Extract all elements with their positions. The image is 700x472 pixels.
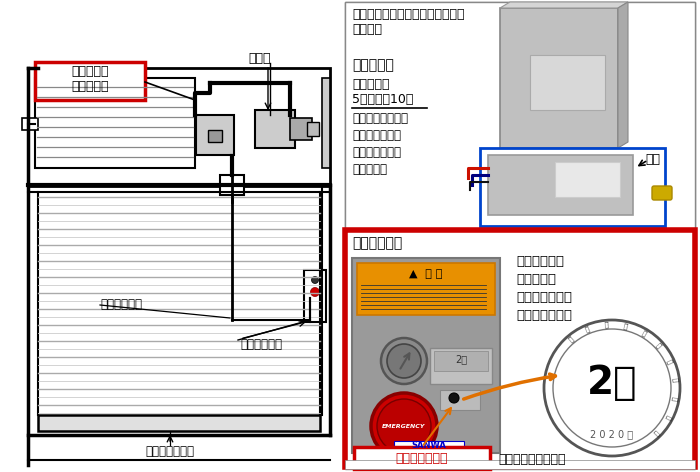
Bar	[500, 8, 618, 148]
Bar	[220, 175, 244, 195]
Bar	[354, 447, 490, 469]
Bar	[255, 110, 295, 148]
Bar	[430, 348, 492, 384]
Circle shape	[387, 344, 421, 378]
Bar	[352, 258, 500, 453]
Bar	[322, 78, 330, 168]
Bar	[480, 148, 665, 226]
Bar	[345, 460, 695, 469]
Text: 期: 期	[664, 414, 672, 421]
Polygon shape	[500, 2, 628, 8]
Bar	[290, 118, 312, 140]
Circle shape	[544, 320, 680, 456]
Text: 危害防止用
連動中継器: 危害防止用 連動中継器	[71, 65, 108, 93]
Bar	[345, 2, 695, 230]
Bar	[530, 55, 605, 110]
Text: ▲  警 告: ▲ 警 告	[410, 269, 442, 279]
Text: 制御盤（危害防止用連動中継器）
及び電池: 制御盤（危害防止用連動中継器） 及び電池	[352, 8, 465, 36]
Circle shape	[312, 277, 318, 284]
Text: SANWA: SANWA	[412, 441, 447, 450]
Text: 奨: 奨	[671, 396, 678, 402]
Bar	[434, 351, 488, 371]
FancyBboxPatch shape	[652, 186, 672, 200]
Text: 交: 交	[655, 341, 663, 349]
Text: 蓄: 蓄	[604, 321, 609, 328]
Circle shape	[371, 393, 437, 459]
Bar	[440, 390, 480, 410]
Text: 換: 換	[666, 358, 673, 364]
Circle shape	[381, 338, 427, 384]
Text: 推: 推	[671, 377, 678, 382]
Bar	[345, 2, 695, 469]
Text: 電: 電	[623, 322, 629, 329]
Bar	[357, 263, 495, 315]
Bar	[28, 68, 330, 186]
Bar	[35, 78, 195, 168]
Text: 2 0 2 0 年: 2 0 2 0 年	[590, 429, 634, 439]
Text: 障害物検知装置: 障害物検知装置	[146, 445, 195, 458]
Text: 電池: 電池	[645, 153, 660, 166]
Bar	[22, 118, 38, 130]
Bar	[394, 441, 464, 452]
Text: 次: 次	[568, 336, 575, 343]
Text: （手動閉鎖装置の
ラベルで交換時
期をご確認いた
だけます）: （手動閉鎖装置の ラベルで交換時 期をご確認いた だけます）	[352, 112, 408, 176]
Text: 異常表示ランプ: 異常表示ランプ	[395, 452, 448, 464]
Text: 2月: 2月	[587, 364, 637, 402]
Circle shape	[311, 287, 319, 296]
Text: 手動閉鎖装置: 手動閉鎖装置	[352, 236, 402, 250]
Text: 5年または10年: 5年または10年	[352, 93, 414, 106]
Text: 手動閉鎖装置: 手動閉鎖装置	[240, 338, 282, 351]
Bar	[35, 62, 145, 100]
Text: 回: 回	[584, 326, 591, 333]
Text: EMERGENCY: EMERGENCY	[382, 423, 426, 429]
Bar	[38, 415, 320, 431]
Text: 【専用品】: 【専用品】	[352, 58, 394, 72]
Text: 池: 池	[640, 329, 648, 337]
Text: 開閉機: 開閉機	[248, 52, 270, 65]
Bar	[304, 270, 326, 322]
Bar	[345, 230, 695, 467]
Circle shape	[449, 393, 459, 403]
Text: コードリール: コードリール	[100, 298, 142, 312]
Text: 次回電池交換
シール及び
異常をランプで
お知らせします: 次回電池交換 シール及び 異常をランプで お知らせします	[516, 255, 572, 322]
Bar	[307, 122, 319, 136]
Text: 2月: 2月	[455, 354, 467, 364]
Bar	[488, 155, 633, 215]
Text: 間: 間	[653, 429, 661, 437]
Text: 次回電池交換シール: 次回電池交換シール	[498, 453, 566, 466]
Bar	[196, 115, 234, 155]
Bar	[555, 162, 620, 197]
Circle shape	[553, 329, 671, 447]
Text: 電池交換：: 電池交換：	[352, 78, 389, 91]
Circle shape	[377, 399, 431, 453]
Polygon shape	[618, 2, 628, 148]
Bar	[208, 130, 222, 142]
